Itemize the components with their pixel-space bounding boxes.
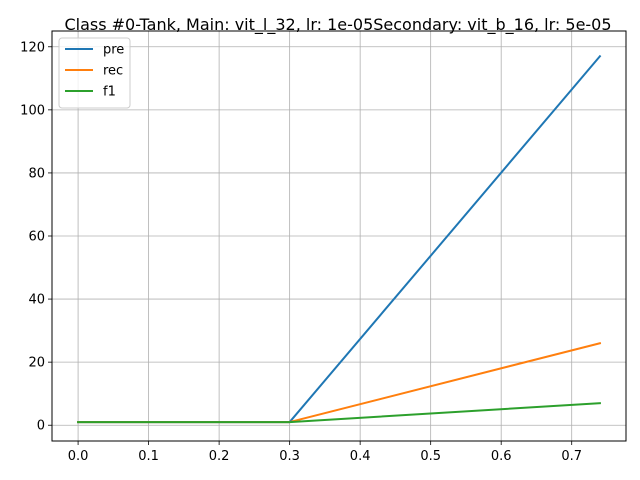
x-axis: 0.0 0.1 0.2 0.3 0.4 0.5 0.6 0.7 [68,441,582,464]
legend-label-rec: rec [103,64,123,79]
series-lines [77,54,602,424]
y-tick-label: 60 [28,230,45,245]
y-tick-label: 40 [28,293,45,308]
y-tick-label: 80 [28,166,45,181]
x-tick-label: 0.6 [491,449,512,464]
x-tick-label: 0.1 [138,449,159,464]
x-tick-label: 0.2 [209,449,230,464]
grid [52,31,626,441]
legend: pre rec f1 [58,37,131,109]
y-axis: 0 20 40 60 80 100 120 [20,40,52,434]
x-tick-label: 0.3 [279,449,300,464]
x-tick-label: 0.7 [561,449,582,464]
legend-label-f1: f1 [103,85,116,100]
x-tick-label: 0.0 [68,449,89,464]
series-line-f1 [77,402,601,424]
y-tick-label: 120 [20,40,45,55]
y-tick-label: 0 [37,419,45,434]
y-tick-label: 20 [28,356,45,371]
x-tick-label: 0.5 [420,449,441,464]
legend-label-pre: pre [103,43,124,58]
x-tick-label: 0.4 [350,449,371,464]
chart-title: Class #0-Tank, Main: vit_l_32, lr: 1e-05… [64,15,611,35]
y-tick-label: 100 [20,103,45,118]
